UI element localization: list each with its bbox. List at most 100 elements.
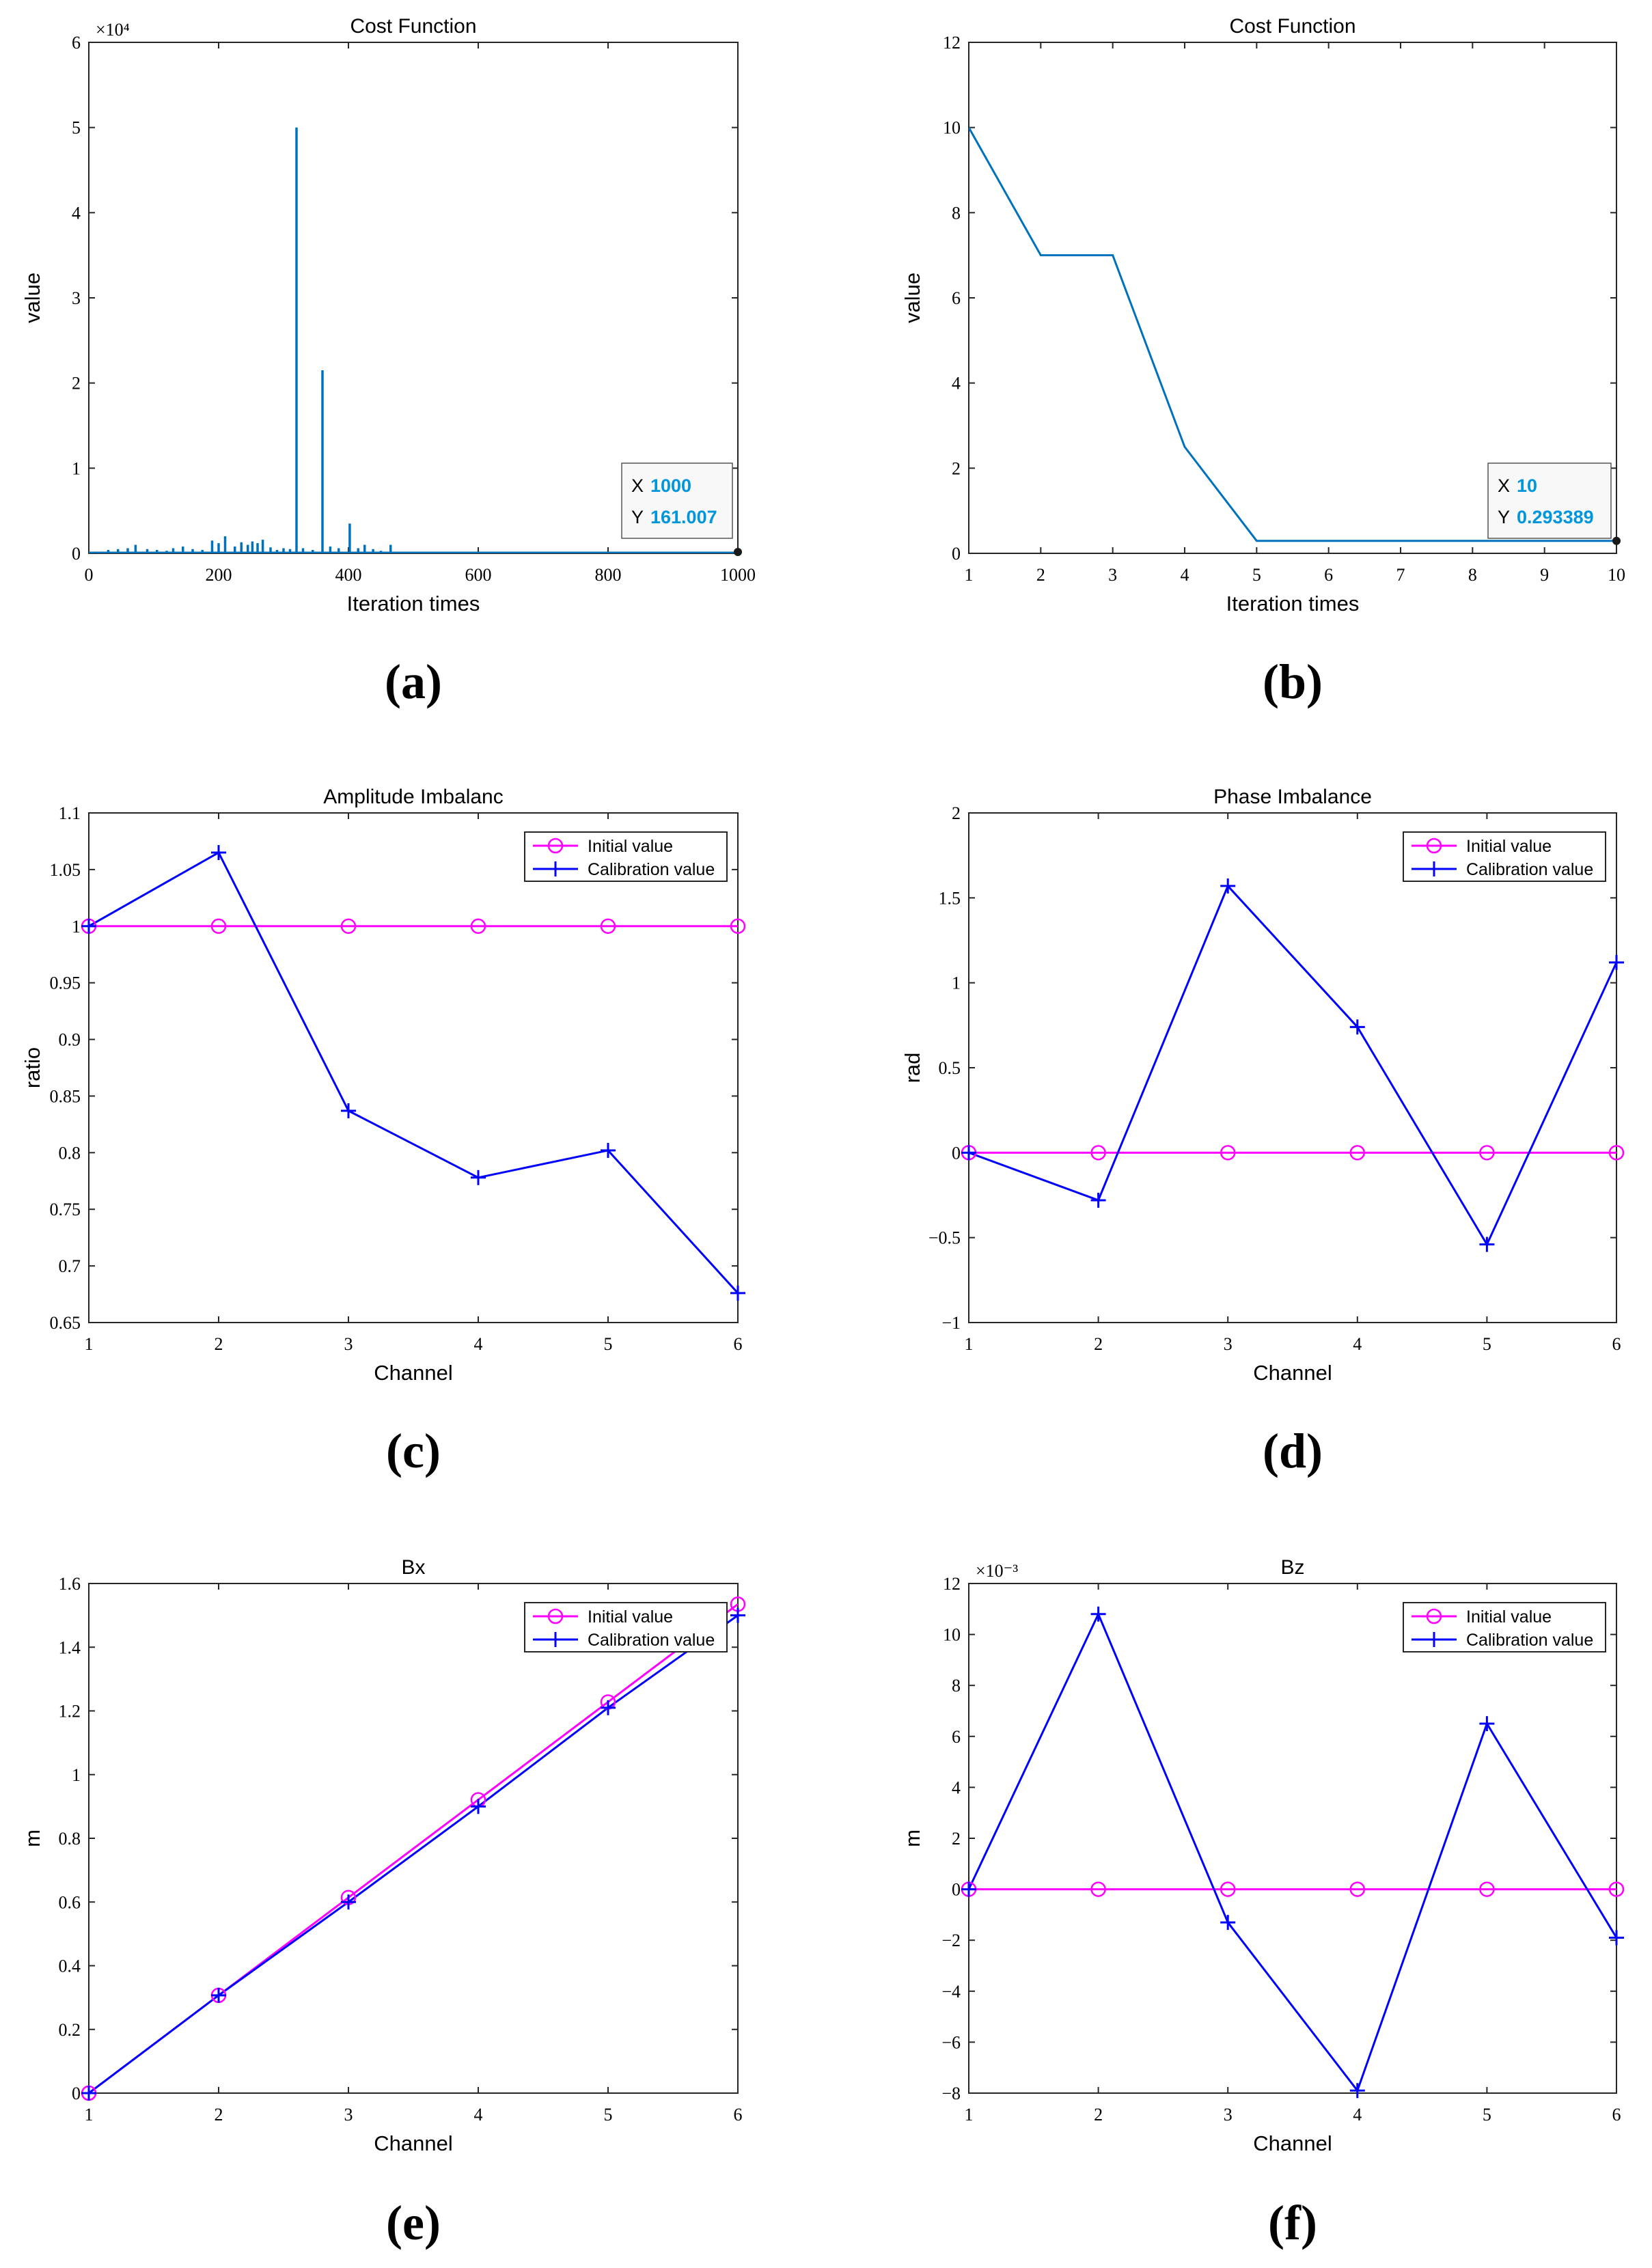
marker-plus	[1479, 1236, 1495, 1252]
y-tick-label: 0.8	[59, 1143, 81, 1163]
chart-panel-c: 1 2 3 4 5 6 0.65 0.7 0.75 0.8 0.85 0.9 0.95 1 1.05 1.1 A…	[20, 786, 746, 1478]
x-tick-label: 4	[1181, 565, 1189, 585]
y-tick-label: 0.2	[59, 2020, 81, 2040]
y-tick-label: 0.7	[59, 1256, 81, 1276]
y-tick-label: 0.95	[50, 973, 81, 993]
marker-plus	[1609, 954, 1624, 970]
datatip-x-value: 1000	[650, 475, 691, 496]
x-tick-label: 3	[1224, 2105, 1233, 2125]
legend-label: Initial value	[588, 837, 673, 856]
y-tick-label: 2	[952, 1829, 961, 1849]
marker-circle	[1608, 1881, 1625, 1897]
y-exponent-label: ×10⁴	[96, 20, 130, 40]
x-tick-label: 1	[965, 1334, 974, 1354]
x-tick-label: 7	[1396, 565, 1405, 585]
chart-panel-a: 0 200 400 600 800 1000 0 1 2 3 4 5 6 Cost Function Ite…	[20, 15, 756, 709]
series-line	[969, 126, 1616, 542]
chart-title: Phase Imbalance	[1213, 786, 1372, 808]
x-tick-label: 600	[465, 565, 492, 585]
chart-title: Amplitude Imbalanc	[323, 786, 503, 808]
marker-circle	[1608, 1145, 1625, 1161]
panel-caption: (f)	[1268, 2196, 1317, 2250]
datatip-marker	[734, 547, 742, 556]
y-tick-label: 0.5	[939, 1058, 961, 1078]
series-line-calibration	[969, 884, 1616, 1247]
datatip-x-label: X	[1498, 475, 1510, 496]
y-tick-label: 1	[952, 973, 961, 993]
y-tick-label: 4	[952, 374, 961, 393]
x-tick-label: 4	[1353, 2105, 1362, 2125]
marker-circle	[1090, 1881, 1106, 1897]
marker-plus	[961, 1145, 976, 1161]
axes-box	[88, 1583, 739, 2094]
series-line-calibration	[969, 1612, 1616, 2093]
y-tick-label: 8	[952, 1676, 961, 1696]
marker-plus	[81, 2086, 96, 2101]
marker-circle	[730, 918, 746, 935]
y-tick-label: 0.85	[50, 1086, 81, 1106]
x-axis-label: Channel	[1253, 1361, 1332, 1385]
datatip-marker	[1612, 536, 1621, 545]
y-tick-label: 12	[943, 33, 961, 53]
marker-circle	[1220, 1881, 1236, 1897]
y-tick-label: 10	[943, 1625, 961, 1645]
plot-area	[969, 884, 1616, 1247]
chart-panel-f: 1 2 3 4 5 6−8−6−4−2024681012BzChannelm(f)×10⁻…	[900, 1556, 1625, 2250]
x-axis-label: Channel	[1253, 2131, 1332, 2155]
y-tick-label: 1.4	[59, 1637, 81, 1657]
plot-area	[89, 1603, 738, 2093]
axes-box	[968, 1583, 1617, 2094]
legend-marker-circle	[547, 1608, 564, 1624]
y-tick-label: 6	[952, 1727, 961, 1747]
y-tick-label: 0.6	[59, 1892, 81, 1912]
y-tick-label: 2	[952, 803, 961, 823]
y-tick-label: 0	[72, 2084, 81, 2103]
x-tick-label: 2	[1094, 2105, 1103, 2125]
datatip-x-value: 10	[1517, 475, 1537, 496]
marker-plus	[471, 1170, 486, 1185]
x-tick-label: 1	[965, 2105, 974, 2125]
x-tick-label: 3	[1108, 565, 1117, 585]
y-axis-label: value	[900, 273, 924, 323]
marker-plus	[730, 1607, 745, 1623]
marker-circle	[470, 918, 486, 935]
x-tick-label: 4	[474, 2105, 483, 2125]
marker-circle	[600, 918, 616, 935]
marker-circle	[1479, 1145, 1495, 1161]
x-tick-label: 2	[215, 2105, 223, 2125]
x-tick-label: 2	[215, 1334, 223, 1354]
y-tick-label: 1.5	[939, 888, 961, 908]
y-tick-label: −8	[941, 2084, 961, 2103]
x-tick-label: 2	[1036, 565, 1045, 585]
datatip-y-label: Y	[631, 507, 644, 527]
marker-circle	[1479, 1881, 1495, 1897]
y-tick-label: −2	[941, 1931, 961, 1950]
marker-plus	[1349, 2083, 1365, 2099]
y-tick-label: 0.4	[59, 1956, 81, 1976]
x-tick-label: 3	[344, 2105, 353, 2125]
plot-area	[969, 126, 1616, 542]
marker-plus	[730, 1285, 745, 1301]
y-tick-label: 4	[952, 1778, 961, 1797]
chart-panel-e: 1 2 3 4 5 6 0 0.2 0.4 0.6 0.8 1 1.2 1.4 1.6 Bx Channel m (…	[20, 1556, 746, 2250]
chart-title: Bx	[401, 1556, 425, 1579]
legend-label: Initial value	[588, 1607, 673, 1627]
legend-marker-circle	[1426, 838, 1442, 854]
y-tick-label: 0.9	[59, 1030, 81, 1050]
marker-circle	[1349, 1881, 1366, 1897]
x-tick-label: 2	[1094, 1334, 1103, 1354]
legend-label: Calibration value	[1466, 860, 1593, 879]
x-tick-label: 8	[1468, 565, 1477, 585]
y-tick-label: 0	[72, 544, 81, 564]
x-tick-label: 3	[1224, 1334, 1233, 1354]
legend: Initial value Calibration value	[524, 1602, 728, 1652]
marker-plus	[961, 1881, 976, 1897]
chart-panel-d: 1 2 3 4 5 6 −1 −0.5 0 0.5 1 1.5 2 Phase Imbalance Chan…	[900, 786, 1625, 1478]
y-tick-label: 2	[952, 458, 961, 478]
x-tick-label: 1	[85, 2105, 94, 2125]
x-tick-label: 200	[206, 565, 232, 585]
legend-marker-circle	[1426, 1608, 1442, 1624]
marker-plus	[1090, 1606, 1106, 1622]
